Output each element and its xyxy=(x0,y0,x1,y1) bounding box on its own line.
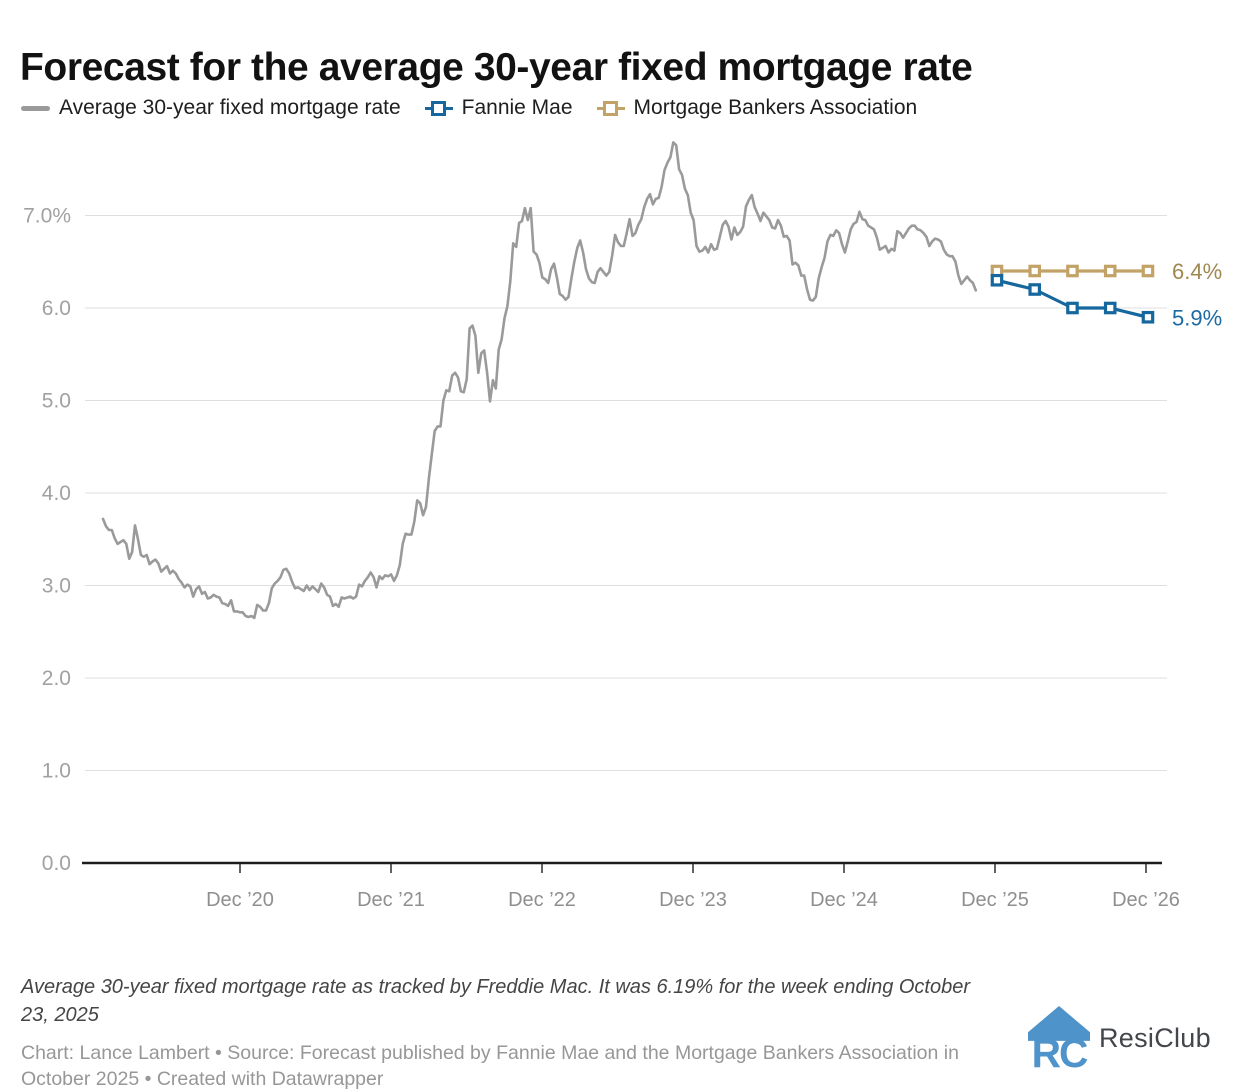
fannie-mae-marker xyxy=(1066,301,1079,315)
x-axis-label: Dec ’21 xyxy=(357,889,425,911)
y-axis-label: 5.0 xyxy=(42,390,71,413)
mba-marker xyxy=(1066,264,1079,278)
x-axis-label: Dec ’26 xyxy=(1112,889,1180,911)
x-axis-label: Dec ’23 xyxy=(659,889,727,911)
mba-marker xyxy=(1028,264,1042,278)
legend-label: Mortgage Bankers Association xyxy=(633,96,918,119)
legend-item-freddie: Average 30-year fixed mortgage rate xyxy=(21,96,401,120)
chart-credit-line: Chart: Lance Lambert • Source: Forecast … xyxy=(21,1041,959,1091)
legend-item-mba: Mortgage Bankers Association xyxy=(596,96,918,120)
y-axis-label: 6.0 xyxy=(42,297,71,320)
freddie-mac-rate-line xyxy=(101,141,978,620)
y-axis-label: 1.0 xyxy=(42,760,71,783)
mba-marker xyxy=(1141,264,1155,278)
y-axis-label: 2.0 xyxy=(42,667,71,690)
x-axis-label: Dec ’25 xyxy=(961,889,1029,911)
fannie-mae-square-swatch-icon xyxy=(424,100,453,117)
legend-item-fannie-mae: Fannie Mae xyxy=(424,96,573,120)
fannie-mae-marker xyxy=(1028,283,1042,296)
svg-text:RC: RC xyxy=(1032,1030,1088,1071)
x-axis-label: Dec ’24 xyxy=(810,889,878,911)
fannie-mae-marker xyxy=(1103,301,1117,315)
chart-footnote: Average 30-year fixed mortgage rate as t… xyxy=(21,976,971,1027)
y-axis-label: 4.0 xyxy=(42,482,71,505)
y-axis-label: 7.0% xyxy=(23,205,71,228)
resiclub-logo: RC ResiClub xyxy=(1028,1005,1211,1071)
mba-square-swatch-icon xyxy=(596,100,625,117)
y-axis-label: 0.0 xyxy=(42,852,71,875)
y-axis-label: 3.0 xyxy=(42,575,71,598)
mba-marker xyxy=(1103,264,1117,278)
fannie-mae-end-label: 5.9% xyxy=(1172,305,1222,330)
legend-label: Average 30-year fixed mortgage rate xyxy=(59,96,401,119)
legend-label: Fannie Mae xyxy=(461,96,573,119)
x-axis-label: Dec ’20 xyxy=(206,889,274,911)
fannie-mae-marker xyxy=(1141,310,1155,324)
freddie-line-swatch-icon xyxy=(21,105,50,111)
resiclub-house-icon: RC xyxy=(1028,1006,1090,1071)
mba-end-label: 6.4% xyxy=(1172,259,1222,284)
chart-title: Forecast for the average 30-year fixed m… xyxy=(20,46,973,90)
legend: Average 30-year fixed mortgage rate Fann… xyxy=(21,96,917,120)
resiclub-logo-text: ResiClub xyxy=(1099,1022,1211,1053)
fannie-mae-marker xyxy=(990,273,1004,287)
x-axis-label: Dec ’22 xyxy=(508,889,576,911)
